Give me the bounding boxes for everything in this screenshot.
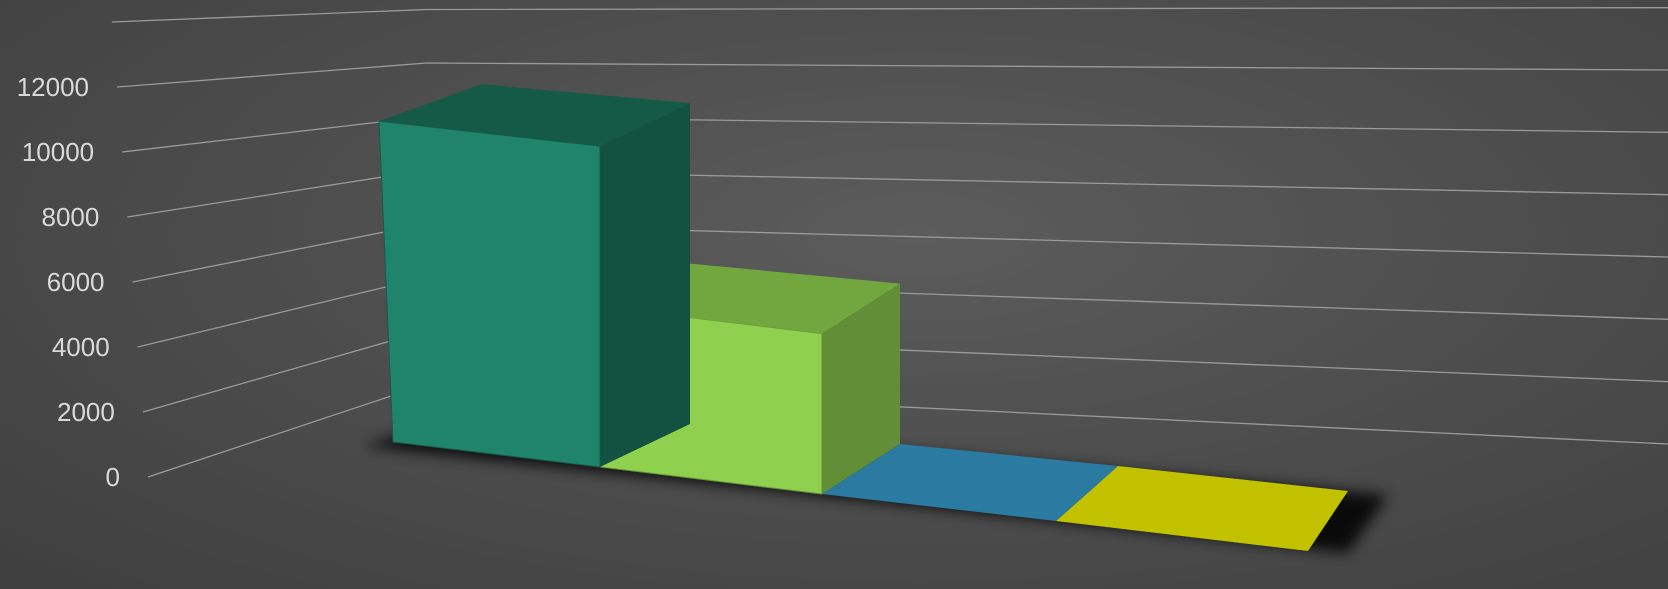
y-tick-label: 0	[106, 462, 120, 492]
y-tick-label: 4000	[52, 332, 110, 362]
bar-top-face	[379, 84, 690, 147]
bar-front-face	[378, 120, 601, 468]
gridline	[142, 329, 1668, 413]
gridline	[127, 169, 1668, 218]
bar-3	[822, 444, 1118, 521]
bar-2	[599, 263, 900, 495]
bar-side-face	[600, 103, 690, 468]
bars	[378, 84, 1348, 551]
gridline	[137, 276, 1668, 348]
gridline	[122, 115, 1668, 153]
y-tick-label: 8000	[41, 202, 99, 232]
y-axis-tick-labels: 0 2000 4000 6000 8000 10000 12000	[17, 72, 120, 492]
bar-4	[1056, 466, 1348, 551]
bar-floor-face	[1056, 466, 1348, 551]
bar-side-face	[822, 283, 900, 494]
y-tick-label: 10000	[22, 137, 94, 167]
gridline	[111, 7, 1668, 23]
y-tick-label: 2000	[57, 397, 115, 427]
y-tick-label: 6000	[47, 267, 105, 297]
y-tick-label: 12000	[17, 72, 89, 102]
bar-floor-face	[822, 444, 1118, 521]
gridline	[116, 62, 1668, 88]
bar-1	[378, 84, 690, 468]
gridline	[132, 222, 1668, 283]
